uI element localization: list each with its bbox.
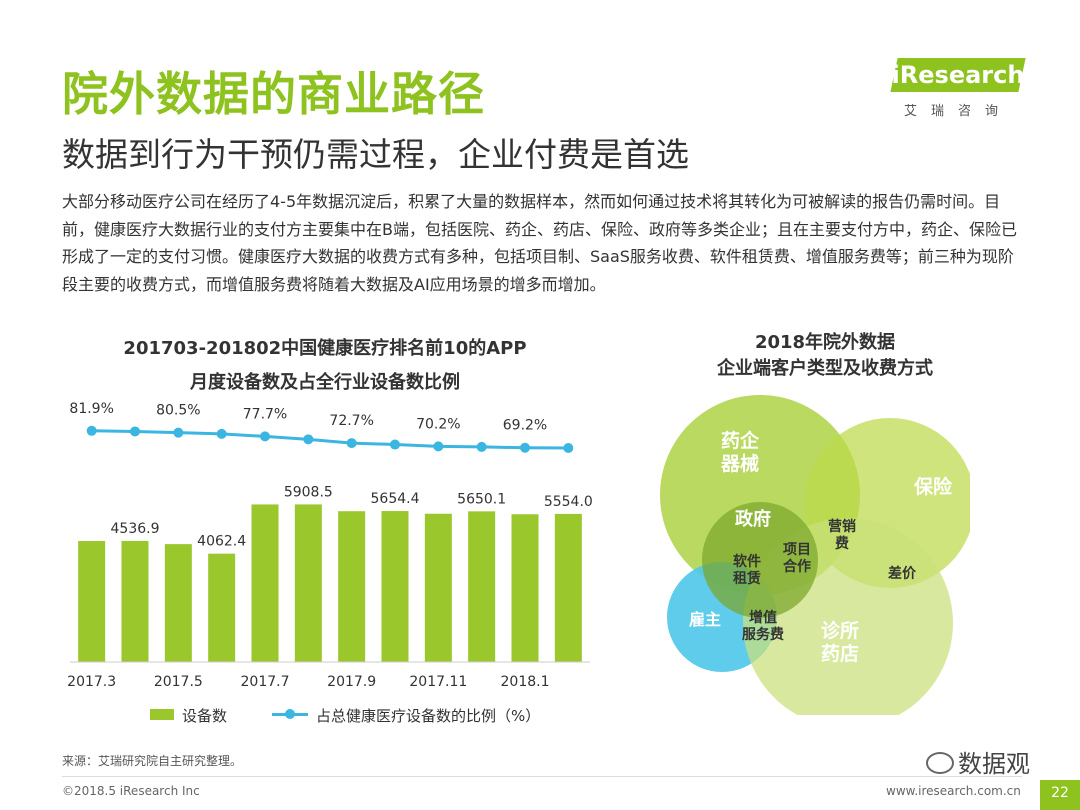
venn-label-line: 软件 (733, 553, 761, 570)
venn-label-line: 合作 (783, 558, 811, 575)
venn-title-line2: 企业端客户类型及收费方式 (717, 358, 933, 379)
venn-label-software: 软件租赁 (733, 553, 761, 587)
chart-title-line2: 月度设备数及占全行业设备数比例 (190, 372, 460, 393)
venn-label-line: 增值 (749, 609, 777, 626)
ratio-point (346, 438, 357, 449)
venn-label-line: 项目 (783, 542, 811, 558)
bar (554, 513, 582, 662)
ratio-label: 70.2% (416, 416, 460, 432)
ratio-point (260, 431, 270, 442)
venn-label-project: 项目合作 (783, 542, 811, 575)
legend-label-bar: 设备数 (182, 707, 228, 725)
venn-label-government: 政府 (735, 508, 771, 530)
site-url: www.iresearch.com.cn (886, 784, 1021, 798)
page-number: 22 (1040, 780, 1080, 810)
venn-label-line: 营销 (828, 518, 856, 535)
x-tick-label: 2017.3 (67, 674, 116, 690)
x-tick-label: 2017.7 (241, 674, 290, 690)
ratio-line (91, 429, 569, 450)
ratio-point (520, 442, 530, 453)
ratio-point (86, 425, 97, 436)
venn-label-line: 诊所 (821, 619, 859, 642)
x-tick-label: 2017.5 (154, 674, 203, 690)
page-title: 院外数据的商业路径 (62, 67, 485, 121)
source-note: 来源：艾瑞研究院自主研究整理。 (62, 754, 243, 768)
venn-label-pharma: 药企器械 (720, 429, 760, 475)
ratio-point (173, 427, 184, 438)
venn-label-line: 器械 (720, 452, 759, 475)
body-paragraph: 大部分移动医疗公司在经历了4-5年数据沉淀后，积累了大量的数据样本，然而如何通过… (62, 192, 1017, 294)
venn-label-line: 租赁 (733, 570, 761, 587)
venn-label-line: 费 (835, 535, 849, 552)
bar (381, 511, 409, 662)
legend-item-line: 占总健康医疗设备数的比例（%） (272, 705, 540, 726)
legend-label-line: 占总健康医疗设备数的比例（%） (316, 707, 541, 725)
venn-label-marketing: 营销费 (828, 518, 856, 552)
ratio-point (303, 434, 314, 445)
venn-title-line1: 2018年院外数据 (754, 332, 896, 353)
bar-value-label: 5908.5 (284, 484, 333, 500)
ratio-label: 77.7% (243, 406, 287, 422)
legend-swatch-dot (285, 709, 295, 719)
device-chart: 4536.9 4062.4 5908.5 5654.4 5650.1 5554.0 2017… (67, 401, 593, 690)
ratio-point (433, 441, 444, 452)
bar (78, 541, 106, 662)
bar (251, 504, 279, 662)
ratio-point (390, 439, 400, 450)
chart-title-line1: 201703-201802中国健康医疗排名前10的APP (123, 338, 527, 359)
bar (164, 544, 192, 662)
venn-title: 2018年院外数据 企业端客户类型及收费方式 (660, 330, 990, 382)
ratio-point (563, 443, 574, 453)
bar (424, 513, 452, 662)
venn-label-clinic: 诊所药店 (821, 619, 859, 665)
bar (294, 504, 322, 662)
bar-value-label: 5654.4 (371, 491, 420, 507)
bar (121, 540, 149, 662)
legend-swatch-bar (150, 709, 174, 720)
ratio-point (130, 426, 140, 437)
logo-cn: 艾瑞咨询 (903, 104, 1012, 119)
venn-label-line: 药企 (721, 429, 760, 452)
bar (208, 553, 236, 662)
venn-label-line: 药店 (821, 642, 859, 665)
logo-wordmark: iResearch (891, 61, 1025, 89)
bar-value-label: 4536.9 (111, 521, 160, 537)
bar (468, 511, 496, 662)
venn-label-value-added: 增值服务费 (742, 609, 784, 643)
venn-label-line: 服务费 (742, 626, 784, 643)
ratio-label: 80.5% (156, 403, 200, 419)
ratio-label: 69.2% (503, 418, 547, 434)
watermark: 数据观 (958, 750, 1030, 778)
footer-divider (62, 776, 1022, 777)
ratio-label: 72.7% (329, 413, 373, 429)
ratio-label: 81.9% (69, 401, 113, 417)
venn-label-spread: 差价 (888, 565, 917, 582)
x-tick-label: 2018.1 (501, 674, 550, 690)
x-tick-label: 2017.11 (409, 674, 467, 690)
ratio-point (216, 428, 227, 439)
wechat-icon (926, 752, 954, 774)
bar-value-label: 5650.1 (457, 491, 506, 507)
iresearch-logo: iResearch 艾瑞咨询 (888, 58, 1028, 124)
bar-value-label: 5554.0 (544, 494, 593, 510)
bar (338, 511, 366, 662)
venn-label-insurance: 保险 (913, 475, 953, 498)
ratio-point (476, 441, 487, 452)
venn-circle-government (702, 502, 818, 618)
copyright: ©2018.5 iResearch Inc (62, 784, 200, 798)
bar-value-label: 4062.4 (197, 534, 246, 550)
customer-venn-diagram: 药企器械 保险 政府 营销费 软件租赁 项目合作 差价 雇主 增值服务费 诊所药… (660, 395, 970, 715)
page-subtitle: 数据到行为干预仍需过程，企业付费是首选 (62, 135, 689, 174)
legend-item-bar: 设备数 (150, 705, 227, 726)
venn-label-employer: 雇主 (689, 610, 721, 629)
x-tick-label: 2017.9 (327, 674, 376, 690)
bar (511, 514, 539, 662)
